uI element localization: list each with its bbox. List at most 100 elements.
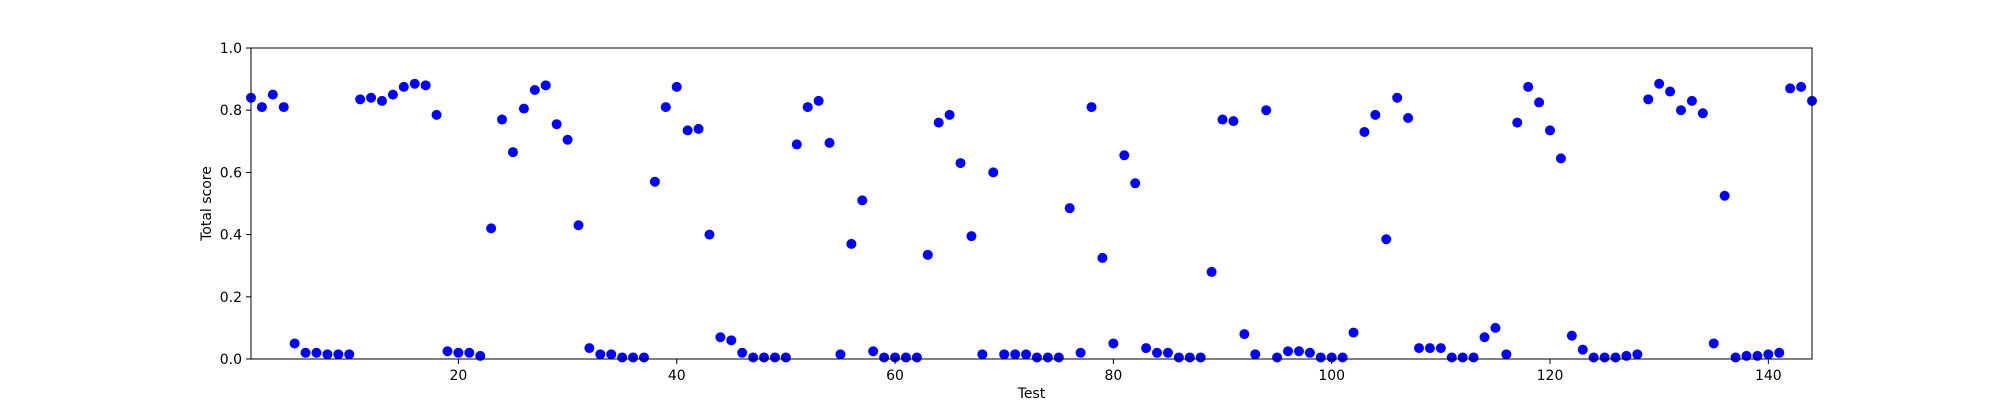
data-point: [1021, 349, 1032, 360]
data-point: [682, 125, 693, 136]
data-point: [1272, 352, 1283, 363]
data-point: [398, 81, 409, 92]
data-point: [835, 349, 846, 360]
data-point: [890, 352, 901, 363]
data-point: [1010, 349, 1021, 360]
data-point: [1796, 81, 1807, 92]
data-point: [955, 158, 966, 169]
data-point: [278, 102, 289, 113]
data-point: [1643, 94, 1654, 105]
data-point: [497, 114, 508, 125]
x-axis-ticks: 20 40 60 80 100 120 140: [449, 359, 1782, 384]
plot-frame: [250, 47, 1813, 360]
data-point: [813, 95, 824, 106]
data-point: [1719, 190, 1730, 201]
data-point: [1217, 114, 1228, 125]
data-point: [791, 139, 802, 150]
data-point: [431, 109, 442, 120]
data-point: [1446, 352, 1457, 363]
data-point: [366, 92, 377, 103]
data-point: [1741, 350, 1752, 361]
data-point: [300, 347, 311, 358]
data-point: [606, 349, 617, 360]
data-point: [1348, 327, 1359, 338]
data-point: [988, 167, 999, 178]
data-point: [1424, 343, 1435, 354]
data-point: [933, 117, 944, 128]
data-point: [387, 89, 398, 100]
data-point: [595, 349, 606, 360]
data-point: [1239, 329, 1250, 340]
data-point: [551, 119, 562, 130]
y-tick-label: 0.4: [220, 228, 242, 244]
data-point: [442, 346, 453, 357]
data-point: [1075, 347, 1086, 358]
data-point: [1184, 352, 1195, 363]
data-point: [1577, 344, 1588, 355]
x-tick-label: 60: [886, 368, 904, 384]
data-point: [1610, 352, 1621, 363]
x-tick-label: 40: [668, 368, 686, 384]
data-point: [453, 347, 464, 358]
data-point: [376, 95, 387, 106]
y-axis-label: Total score: [199, 166, 215, 242]
data-point: [1097, 252, 1108, 263]
data-point: [1414, 343, 1425, 354]
data-point: [824, 137, 835, 148]
data-point: [693, 123, 704, 134]
data-point: [333, 349, 344, 360]
data-point: [1501, 349, 1512, 360]
data-point: [715, 332, 726, 343]
data-point: [322, 349, 333, 360]
data-point: [846, 238, 857, 249]
data-point: [671, 81, 682, 92]
data-point: [1261, 105, 1272, 116]
data-point: [726, 335, 737, 346]
data-point: [1785, 83, 1796, 94]
data-point: [704, 229, 715, 240]
x-tick-label: 80: [1104, 368, 1122, 384]
data-point: [507, 147, 518, 158]
data-point: [1228, 116, 1239, 127]
data-points: [246, 78, 1817, 363]
data-point: [1697, 108, 1708, 119]
data-point: [1042, 352, 1053, 363]
y-tick-label: 0.6: [220, 165, 242, 181]
data-point: [420, 80, 431, 91]
data-point: [1130, 178, 1141, 189]
data-point: [1206, 266, 1217, 277]
data-point: [857, 195, 868, 206]
data-point: [944, 109, 955, 120]
data-point: [748, 352, 759, 363]
data-point: [649, 176, 660, 187]
data-point: [1490, 322, 1501, 333]
data-point: [769, 352, 780, 363]
data-point: [573, 220, 584, 231]
y-tick-label: 1.0: [220, 41, 242, 57]
data-point: [1293, 346, 1304, 357]
y-tick-label: 0.8: [220, 103, 242, 119]
data-point: [1774, 347, 1785, 358]
data-point: [1064, 203, 1075, 214]
data-point: [256, 102, 267, 113]
data-point: [475, 350, 486, 361]
data-point: [1381, 234, 1392, 245]
data-point: [1173, 352, 1184, 363]
data-point: [1457, 352, 1468, 363]
data-point: [1162, 347, 1173, 358]
data-point: [1763, 349, 1774, 360]
data-point: [1337, 352, 1348, 363]
data-point: [1665, 86, 1676, 97]
data-point: [464, 347, 475, 358]
data-point: [737, 347, 748, 358]
data-point: [1512, 117, 1523, 128]
y-tick-label: 0.0: [220, 352, 242, 368]
data-point: [1053, 352, 1064, 363]
data-point: [311, 347, 322, 358]
data-point: [289, 338, 300, 349]
data-point: [1534, 97, 1545, 108]
data-point: [660, 102, 671, 113]
data-point: [1108, 338, 1119, 349]
